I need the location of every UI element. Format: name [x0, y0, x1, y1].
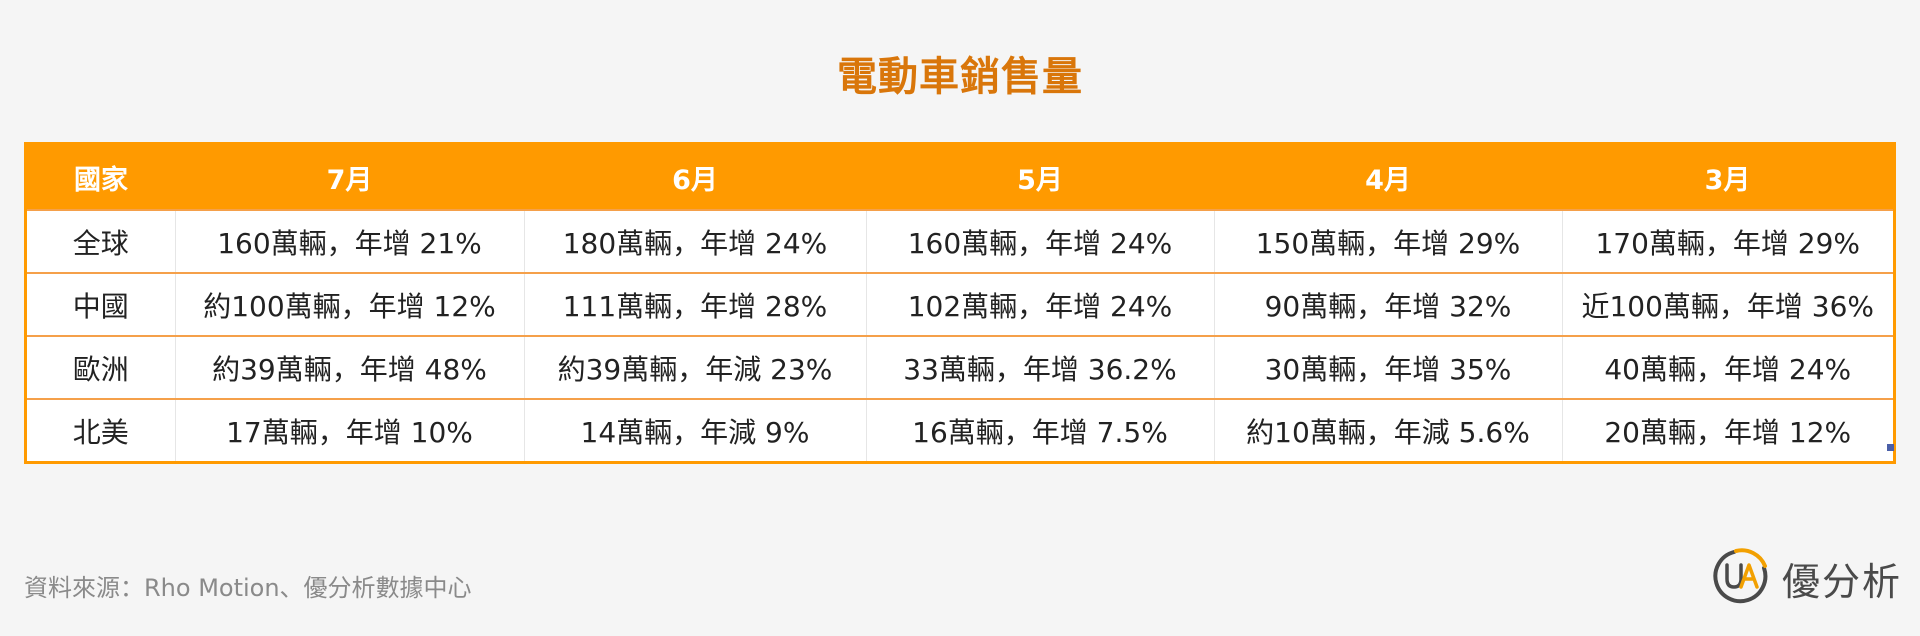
- header-country: 國家: [27, 145, 175, 210]
- page-title: 電動車銷售量: [837, 54, 1083, 100]
- sales-table-container: 國家 7月 6月 5月 4月 3月 全球 160萬輛，年增 21% 180萬輛，…: [24, 142, 1896, 464]
- table-row: 歐洲 約39萬輛，年增 48% 約39萬輛，年減 23% 33萬輛，年增 36.…: [27, 335, 1893, 399]
- table-cell: 111萬輛，年增 28%: [523, 272, 866, 336]
- table-cell: 約39萬輛，年增 48%: [174, 335, 524, 399]
- table-cell: 30萬輛，年增 35%: [1213, 335, 1562, 399]
- row-label-china: 中國: [27, 272, 175, 336]
- table-header-row: 國家 7月 6月 5月 4月 3月: [27, 145, 1893, 210]
- table-cell: 約39萬輛，年減 23%: [523, 335, 866, 399]
- source-note: 資料來源：Rho Motion、優分析數據中心: [24, 574, 472, 602]
- table-cell: 170萬輛，年增 29%: [1561, 209, 1893, 273]
- table-cell: 17萬輛，年增 10%: [174, 398, 524, 461]
- header-month-3: 3月: [1562, 145, 1893, 210]
- header-month-4: 4月: [1214, 145, 1562, 210]
- table-row: 全球 160萬輛，年增 21% 180萬輛，年增 24% 160萬輛，年增 24…: [27, 209, 1893, 273]
- table-cell: 33萬輛，年增 36.2%: [865, 335, 1214, 399]
- table-cell: 160萬輛，年增 24%: [865, 209, 1214, 273]
- row-label-global: 全球: [27, 209, 175, 273]
- header-month-6: 6月: [524, 145, 866, 210]
- table-cell: 14萬輛，年減 9%: [523, 398, 866, 461]
- table-row: 中國 約100萬輛，年增 12% 111萬輛，年增 28% 102萬輛，年增 2…: [27, 272, 1893, 336]
- table-cell: 16萬輛，年增 7.5%: [865, 398, 1214, 461]
- table-cell: 160萬輛，年增 21%: [174, 209, 524, 273]
- row-label-europe: 歐洲: [27, 335, 175, 399]
- row-label-north-america: 北美: [27, 398, 175, 461]
- table-cell: 150萬輛，年增 29%: [1213, 209, 1562, 273]
- table-cell: 20萬輛，年增 12%: [1561, 398, 1893, 461]
- table-cell: 近100萬輛，年增 36%: [1561, 272, 1893, 336]
- table-resize-handle[interactable]: [1887, 444, 1894, 451]
- header-month-7: 7月: [175, 145, 524, 210]
- sales-table: 國家 7月 6月 5月 4月 3月 全球 160萬輛，年增 21% 180萬輛，…: [27, 145, 1893, 461]
- table-cell: 約100萬輛，年增 12%: [174, 272, 524, 336]
- table-cell: 90萬輛，年增 32%: [1213, 272, 1562, 336]
- table-cell: 40萬輛，年增 24%: [1561, 335, 1893, 399]
- ua-logo-icon: [1712, 546, 1772, 610]
- table-cell: 102萬輛，年增 24%: [865, 272, 1214, 336]
- brand-name: 優分析: [1781, 559, 1902, 604]
- table-cell: 約10萬輛，年減 5.6%: [1213, 398, 1562, 461]
- table-cell: 180萬輛，年增 24%: [523, 209, 866, 273]
- table-row: 北美 17萬輛，年增 10% 14萬輛，年減 9% 16萬輛，年增 7.5% 約…: [27, 398, 1893, 461]
- header-month-5: 5月: [866, 145, 1214, 210]
- brand-logo: 優分析: [1712, 548, 1902, 608]
